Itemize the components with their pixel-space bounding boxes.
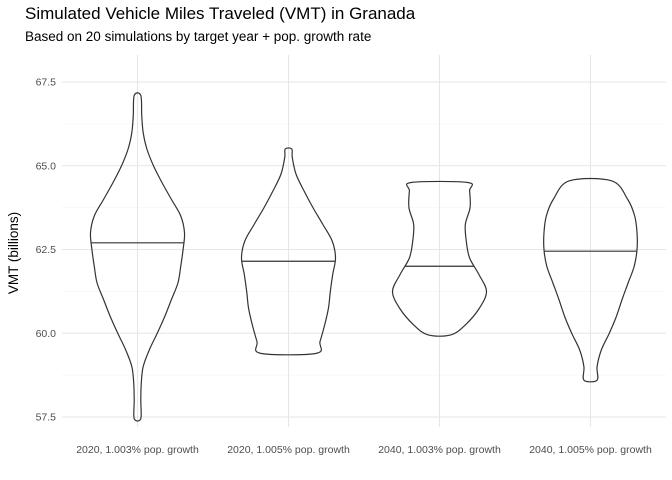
chart-title: Simulated Vehicle Miles Traveled (VMT) i…	[25, 4, 416, 23]
x-tick-label: 2020, 1.003% pop. growth	[76, 444, 199, 456]
y-tick-label: 67.5	[36, 77, 57, 89]
grid-lines	[62, 55, 666, 427]
y-axis-title: VMT (billions)	[6, 212, 21, 294]
y-tick-label: 60.0	[36, 328, 57, 340]
y-tick-label: 65.0	[36, 160, 57, 172]
x-tick-label: 2040, 1.003% pop. growth	[378, 444, 501, 456]
violin-shape	[89, 92, 186, 422]
x-tick-label: 2040, 1.005% pop. growth	[529, 444, 652, 456]
y-tick-label: 62.5	[36, 244, 57, 256]
chart-subtitle: Based on 20 simulations by target year +…	[25, 29, 372, 44]
y-tick-label: 57.5	[36, 412, 57, 424]
x-axis-tick-labels: 2020, 1.003% pop. growth 2020, 1.005% pop…	[76, 444, 652, 456]
violin-shape	[543, 177, 638, 383]
violin-shape	[240, 147, 337, 356]
violin-shape	[391, 180, 488, 337]
y-axis-tick-labels: 57.5 60.0 62.5 65.0 67.5	[36, 77, 57, 424]
x-tick-label: 2020, 1.005% pop. growth	[227, 444, 350, 456]
violins	[89, 92, 638, 422]
